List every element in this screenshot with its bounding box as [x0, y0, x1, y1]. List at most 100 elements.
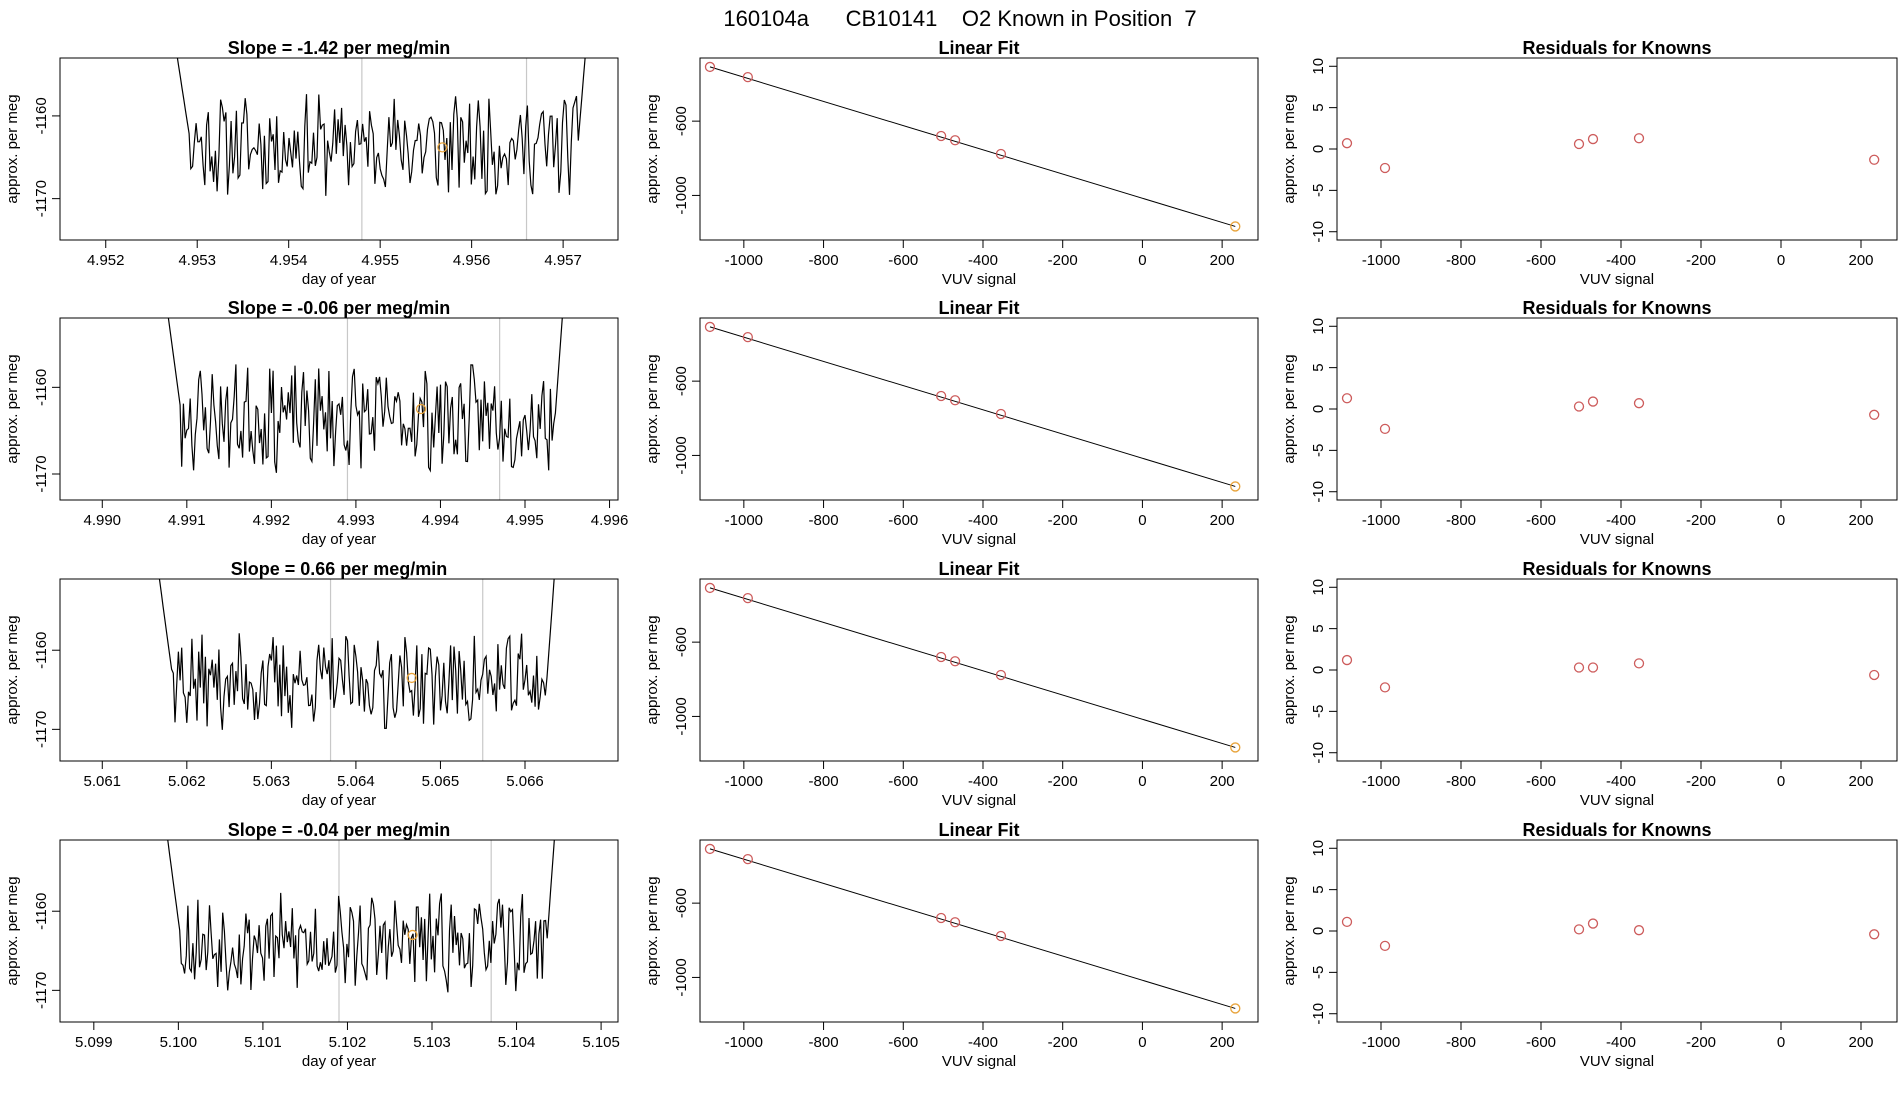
x-tick-label: 200 — [1210, 512, 1235, 529]
x-tick-label: 5.065 — [422, 773, 460, 790]
x-tick-label: -1000 — [1362, 1034, 1400, 1051]
x-tick-label: 4.955 — [361, 252, 399, 269]
panel-2-1: Slope = -0.06 per meg/min 4.990 4.991 4.992… — [4, 298, 629, 548]
panel-2-3: Residuals for Knowns-1000 -800 -600 -400 -20… — [1281, 298, 1898, 548]
data-point — [1869, 409, 1880, 420]
y-tick-label: -1160 — [33, 369, 50, 406]
panel-title: Slope = -1.42 per meg/min — [228, 38, 451, 58]
data-point — [742, 71, 753, 83]
x-tick-label: -800 — [1446, 252, 1476, 269]
x-tick-label: 4.953 — [178, 252, 216, 269]
panel-3-3: Residuals for Knowns-1000 -800 -600 -400 -20… — [1281, 559, 1898, 809]
plot-area — [704, 582, 1241, 753]
x-tick-label: 4.991 — [168, 512, 206, 529]
data-point — [1573, 662, 1585, 673]
x-tick-label: -200 — [1048, 512, 1078, 529]
data-point — [1341, 393, 1353, 404]
x-tick-label: 5.103 — [413, 1034, 451, 1051]
x-tick-label: 4.996 — [591, 512, 629, 529]
data-point — [949, 917, 961, 928]
x-tick-label: -600 — [1526, 1034, 1556, 1051]
x-tick-label: -600 — [888, 1034, 918, 1051]
x-tick-label: -200 — [1048, 252, 1078, 269]
x-tick-label: 0 — [1777, 773, 1785, 790]
y-tick-label: -600 — [673, 627, 690, 657]
x-tick-label: 5.100 — [160, 1034, 198, 1051]
x-tick-label: 5.101 — [244, 1034, 282, 1051]
data-point — [995, 930, 1007, 942]
current-point-marker — [406, 672, 417, 684]
x-tick-label: 4.952 — [87, 252, 125, 269]
x-tick-label: -400 — [1606, 252, 1636, 269]
y-tick-label: 0 — [1310, 666, 1327, 674]
plot-area — [176, 58, 586, 240]
fit-line — [709, 848, 1236, 1009]
highlight-point — [1230, 1003, 1241, 1014]
y-tick-label: -1000 — [673, 958, 690, 996]
x-tick-label: -600 — [1526, 773, 1556, 790]
x-tick-label: 4.954 — [270, 252, 308, 269]
y-tick-label: -10 — [1310, 742, 1327, 764]
y-tick-label: 10 — [1310, 840, 1327, 857]
x-tick-label: 4.995 — [506, 512, 544, 529]
y-axis-label: approx. per meg — [1281, 94, 1298, 203]
x-tick-label: 4.990 — [83, 512, 121, 529]
x-tick-label: -1000 — [725, 773, 763, 790]
data-point — [1573, 924, 1585, 935]
panel-2-2: Linear Fit -1000 -800 -600 -400 -200 0 200 VUV s… — [644, 298, 1259, 548]
x-tick-label: -400 — [1606, 512, 1636, 529]
x-tick-label: 5.062 — [168, 773, 206, 790]
data-point — [1587, 918, 1599, 929]
data-point — [1573, 138, 1585, 150]
panel-4-2: Linear Fit -1000 -800 -600 -400 -200 0 200 VUV s… — [644, 820, 1259, 1070]
panel-frame — [59, 317, 619, 501]
plot-area — [1341, 654, 1880, 693]
data-point — [1869, 154, 1880, 165]
panel-title: Linear Fit — [938, 559, 1019, 579]
x-tick-label: 200 — [1210, 1034, 1235, 1051]
data-point — [1869, 669, 1880, 681]
x-tick-label: 0 — [1138, 773, 1146, 790]
x-tick-label: -400 — [968, 773, 998, 790]
x-axis-label: VUV signal — [1580, 792, 1654, 809]
x-axis-label: day of year — [302, 792, 376, 809]
y-tick-label: -1170 — [33, 972, 50, 1009]
data-point — [704, 61, 716, 73]
panel-title: Slope = 0.66 per meg/min — [231, 559, 448, 579]
y-tick-label: -1160 — [33, 97, 50, 134]
x-axis-label: day of year — [302, 1053, 376, 1070]
x-axis-label: VUV signal — [942, 271, 1016, 288]
fit-line — [709, 587, 1236, 748]
data-point — [1633, 133, 1645, 144]
y-tick-label: -1160 — [33, 893, 50, 930]
x-tick-label: -600 — [1526, 512, 1556, 529]
plot-area — [167, 840, 555, 1022]
current-point-marker — [415, 403, 427, 415]
panel-frame — [1336, 839, 1898, 1023]
current-point-marker — [407, 929, 418, 941]
x-tick-label: 0 — [1777, 252, 1785, 269]
data-trace — [167, 840, 555, 993]
x-tick-label: 5.063 — [253, 773, 291, 790]
data-point — [935, 912, 947, 924]
y-axis-label: approx. per meg — [4, 354, 21, 463]
data-point — [995, 148, 1007, 160]
panel-frame — [1336, 578, 1898, 762]
plot-area — [704, 843, 1241, 1014]
data-point — [1587, 662, 1599, 673]
x-axis-label: VUV signal — [942, 1053, 1016, 1070]
x-tick-label: -1000 — [1362, 512, 1400, 529]
panel-frame — [1336, 57, 1898, 241]
y-tick-label: -5 — [1310, 705, 1327, 718]
data-point — [949, 395, 961, 406]
x-tick-label: -800 — [1446, 773, 1476, 790]
plot-area — [1341, 393, 1880, 435]
x-axis-label: VUV signal — [1580, 1053, 1654, 1070]
data-trace — [158, 579, 555, 730]
panel-title: Residuals for Knowns — [1522, 820, 1711, 840]
panel-frame — [699, 57, 1259, 241]
y-tick-label: 0 — [1310, 927, 1327, 935]
plot-area — [704, 321, 1241, 492]
fit-line — [709, 326, 1236, 487]
x-tick-label: 5.064 — [337, 773, 375, 790]
